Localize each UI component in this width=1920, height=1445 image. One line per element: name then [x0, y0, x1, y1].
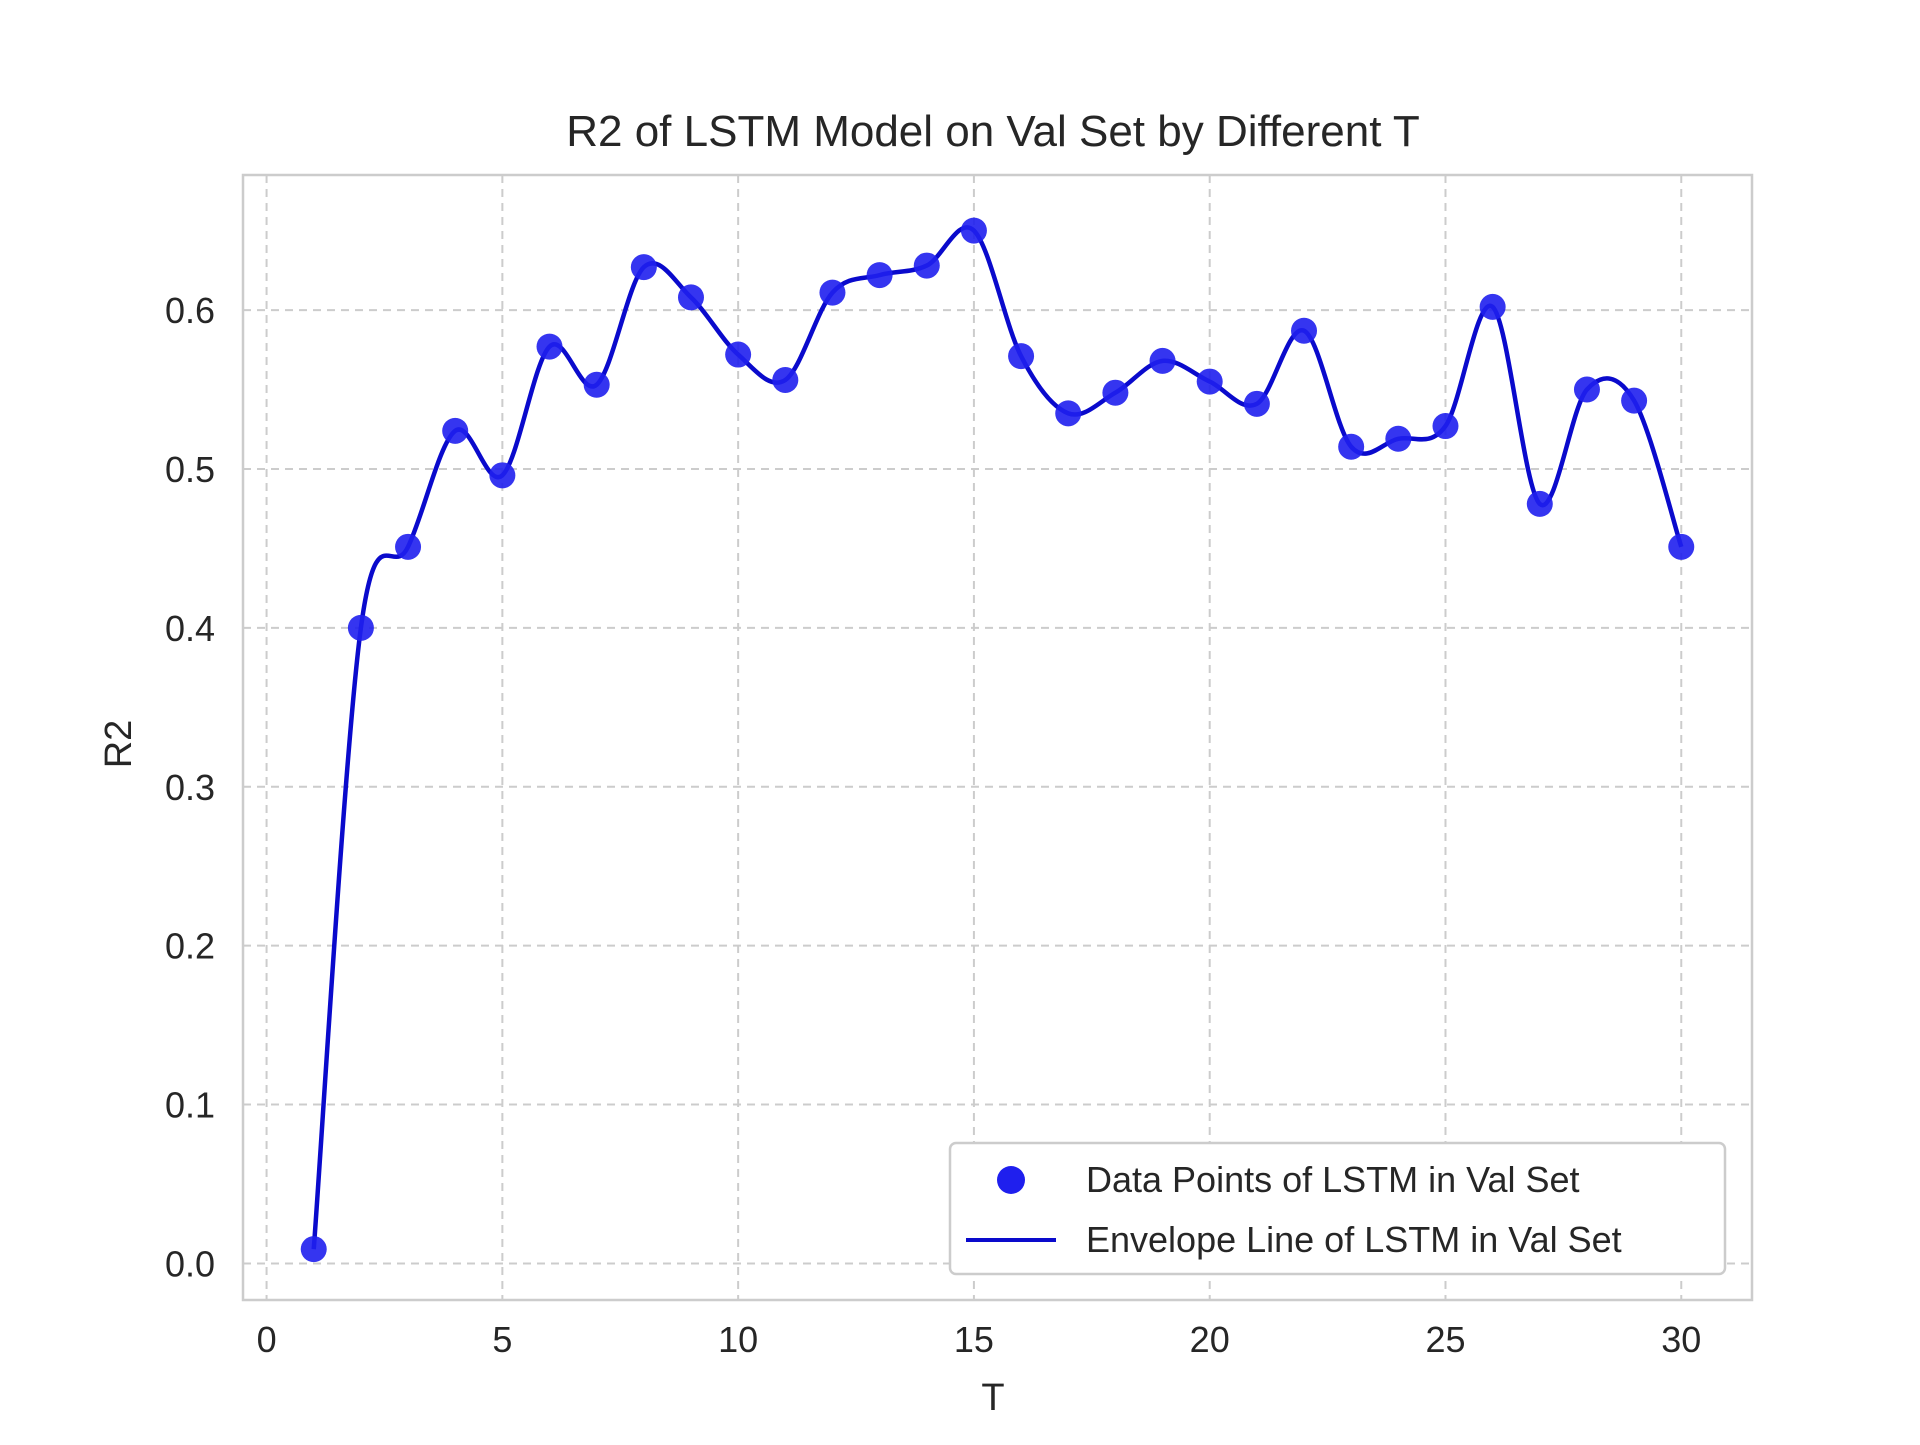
data-point	[630, 254, 657, 281]
data-point	[677, 284, 704, 311]
chart-title: R2 of LSTM Model on Val Set by Different…	[566, 107, 1420, 156]
data-point	[1008, 343, 1035, 370]
data-point	[725, 341, 752, 368]
data-point	[300, 1236, 327, 1263]
data-point	[1291, 317, 1318, 344]
data-point	[583, 371, 610, 398]
x-tick-label: 0	[257, 1319, 277, 1360]
data-point	[960, 217, 987, 244]
legend-box	[948, 1141, 1727, 1276]
data-point	[772, 366, 799, 393]
data-point	[1243, 390, 1270, 417]
y-tick-label: 0.4	[165, 608, 215, 649]
x-axis-label: T	[981, 1377, 1004, 1419]
data-point	[819, 279, 846, 306]
legend-label-envelope-line: Envelope Line of LSTM in Val Set	[1086, 1219, 1622, 1260]
y-tick-label: 0.6	[165, 290, 215, 331]
y-tick-label: 0.2	[165, 926, 215, 967]
legend: Data Points of LSTM in Val Set Envelope …	[948, 1141, 1727, 1276]
data-point	[489, 462, 516, 489]
x-tick-label: 25	[1425, 1319, 1465, 1360]
legend-scatter-marker	[997, 1166, 1025, 1194]
x-tick-label: 5	[492, 1319, 512, 1360]
data-point	[347, 614, 374, 641]
data-point	[1668, 533, 1695, 560]
data-points-layer	[300, 217, 1695, 1263]
data-point	[1432, 413, 1459, 440]
x-tick-label: 20	[1190, 1319, 1230, 1360]
x-tick-label: 30	[1661, 1319, 1701, 1360]
data-point	[913, 252, 940, 279]
data-point	[1196, 368, 1223, 395]
data-point	[536, 333, 563, 360]
data-point	[1149, 347, 1176, 374]
x-tick-label: 15	[954, 1319, 994, 1360]
legend-label-data-points: Data Points of LSTM in Val Set	[1086, 1159, 1580, 1200]
x-tick-label: 10	[718, 1319, 758, 1360]
y-tick-label: 0.1	[165, 1085, 215, 1126]
plot-frame	[241, 173, 1754, 1302]
data-point	[1479, 293, 1506, 320]
y-axis-label: R2	[98, 720, 140, 769]
y-tick-labels: 0.0 0.1 0.2 0.3 0.4 0.5 0.6	[165, 290, 215, 1284]
data-point	[866, 262, 893, 289]
y-tick-label: 0.0	[165, 1243, 215, 1284]
y-tick-label: 0.5	[165, 449, 215, 490]
data-point	[1102, 379, 1129, 406]
data-point	[1338, 433, 1365, 460]
x-tick-labels: 0 5 10 15 20 25 30	[257, 1319, 1702, 1360]
data-point	[1573, 376, 1600, 403]
data-point	[442, 417, 469, 444]
data-point	[395, 533, 422, 560]
data-point	[1385, 425, 1412, 452]
data-point	[1621, 387, 1648, 414]
data-point	[1526, 490, 1553, 517]
data-point	[1055, 400, 1082, 427]
y-tick-label: 0.3	[165, 767, 215, 808]
